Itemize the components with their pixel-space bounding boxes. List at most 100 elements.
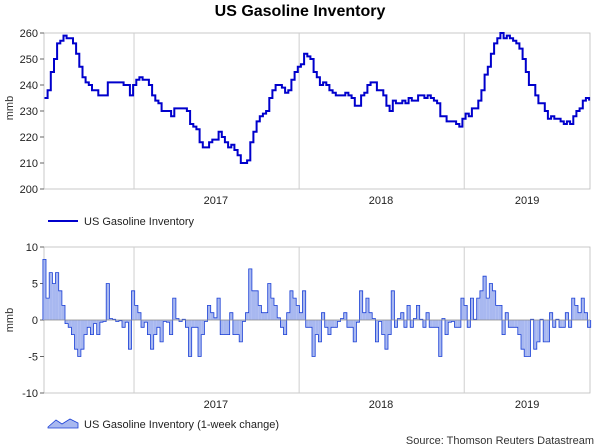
weekly-change-bar — [134, 305, 138, 320]
weekly-change-bar — [274, 305, 278, 320]
weekly-change-bar — [353, 320, 357, 342]
weekly-change-bar — [514, 320, 518, 328]
weekly-change-bar — [115, 320, 119, 322]
weekly-change-bar — [464, 305, 468, 320]
weekly-change-bar — [498, 305, 503, 320]
weekly-change-bar — [391, 290, 395, 320]
weekly-change-bar — [277, 317, 281, 320]
weekly-change-bar — [302, 290, 306, 320]
inventory-line-chart: mmb 200 210 220 230 240 250 260 2017 2018 2019 U… — [4, 28, 591, 228]
weekly-change-bar — [416, 305, 420, 320]
weekly-change-bar — [365, 298, 370, 320]
weekly-change-bar — [201, 320, 205, 335]
bottom-plot-area — [42, 259, 592, 357]
chart-title: US Gasoline Inventory — [215, 3, 386, 20]
weekly-change-bar — [198, 320, 202, 357]
weekly-change-bar — [426, 312, 430, 320]
weekly-change-bar — [527, 320, 531, 357]
weekly-change-bar — [220, 320, 224, 335]
weekly-change-bar — [340, 318, 344, 320]
weekly-change-bar — [476, 298, 480, 320]
weekly-change-bar — [457, 320, 461, 328]
weekly-change-bar — [194, 320, 199, 328]
weekly-change-bar — [188, 320, 192, 357]
weekly-change-bar — [42, 259, 47, 320]
weekly-change-bar — [90, 320, 94, 335]
weekly-change-bar — [394, 320, 398, 328]
weekly-change-bar — [153, 320, 157, 335]
weekly-change-bar — [378, 320, 382, 322]
weekly-change-bar — [312, 320, 316, 357]
weekly-change-bar — [191, 320, 195, 328]
inventory-series-line — [44, 32, 591, 164]
weekly-change-bar — [559, 320, 563, 328]
weekly-change-bar — [495, 305, 499, 320]
top-gridlines — [43, 32, 591, 190]
weekly-change-bar — [381, 320, 385, 335]
weekly-change-bar — [429, 320, 433, 328]
y-tick-label: 240 — [20, 80, 38, 92]
weekly-change-bar — [350, 320, 354, 328]
y-tick-label: 210 — [20, 158, 38, 170]
weekly-change-bar — [337, 320, 341, 322]
weekly-change-bar — [318, 320, 322, 342]
x-tick-label: 2018 — [369, 399, 393, 411]
weekly-change-bar — [258, 305, 262, 320]
weekly-change-bar — [562, 320, 566, 328]
weekly-change-bar — [384, 320, 389, 350]
weekly-change-bar — [261, 312, 265, 320]
weekly-change-bar — [267, 283, 271, 320]
weekly-change-bar — [362, 312, 366, 320]
weekly-change-bar — [552, 320, 556, 328]
weekly-change-bar — [210, 312, 214, 320]
bottom-legend-swatch — [47, 418, 79, 429]
weekly-change-bar — [223, 320, 227, 335]
weekly-change-bar — [96, 320, 100, 335]
weekly-change-bar — [46, 298, 50, 320]
top-legend-label: US Gasoline Inventory — [84, 216, 195, 228]
weekly-change-bar — [489, 283, 493, 320]
x-tick-label: 2019 — [515, 399, 539, 411]
source-note: Source: Thomson Reuters Datastream — [406, 435, 594, 446]
weekly-change-bar — [236, 320, 240, 335]
weekly-change-bar — [454, 320, 458, 328]
weekly-change-bar — [229, 312, 233, 320]
weekly-change-bar — [587, 320, 591, 328]
weekly-change-bar — [141, 320, 145, 328]
weekly-change-bar — [156, 320, 161, 328]
top-legend: US Gasoline Inventory — [48, 216, 195, 228]
weekly-change-bar — [565, 312, 569, 320]
top-x-ticks: 2017 2018 2019 — [204, 195, 540, 207]
weekly-change-bar — [521, 320, 525, 350]
weekly-change-bar — [248, 268, 252, 320]
x-tick-label: 2017 — [204, 195, 228, 207]
y-tick-label: 200 — [20, 184, 38, 196]
weekly-change-bar — [239, 320, 243, 342]
weekly-change-bar — [581, 298, 585, 320]
weekly-change-bar — [74, 320, 78, 350]
weekly-change-bar — [517, 320, 522, 335]
weekly-change-bar — [293, 298, 297, 320]
weekly-change-bar — [52, 283, 56, 320]
weekly-change-bar — [511, 320, 515, 328]
weekly-change-bar-chart: mmb -10 -5 0 5 10 2017 2018 2019 US Gasoline I… — [4, 242, 592, 431]
x-tick-label: 2019 — [515, 195, 539, 207]
weekly-change-bar — [372, 318, 376, 320]
weekly-change-bar — [71, 320, 75, 335]
weekly-change-bar — [536, 320, 541, 342]
weekly-change-bar — [207, 305, 211, 320]
weekly-change-bar — [179, 320, 183, 322]
weekly-change-bar — [492, 290, 496, 320]
weekly-change-bar — [397, 318, 401, 320]
weekly-change-bar — [543, 320, 547, 342]
y-tick-label: -5 — [28, 352, 38, 364]
weekly-change-bar — [172, 298, 176, 320]
weekly-change-bar — [571, 298, 575, 320]
top-plot-area — [44, 32, 591, 164]
weekly-change-bar — [122, 320, 126, 328]
y-tick-label: 10 — [26, 242, 38, 254]
y-tick-label: 260 — [20, 28, 38, 40]
weekly-change-bar — [400, 312, 404, 320]
weekly-change-bar — [144, 320, 148, 323]
y-tick-label: 220 — [20, 132, 38, 144]
